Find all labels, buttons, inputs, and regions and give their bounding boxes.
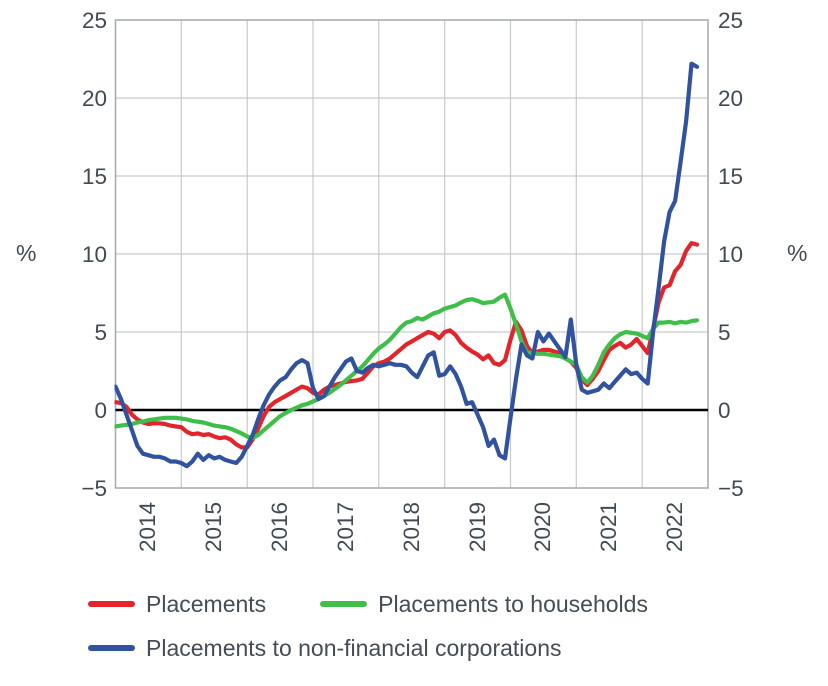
legend-label: Placements (146, 590, 267, 617)
x-axis-tick-label: 2014 (135, 501, 161, 553)
x-axis-tick-label: 2015 (201, 501, 227, 553)
y-axis-tick-label-right: 10 (718, 241, 744, 267)
y-axis-tick-label-right: −5 (718, 475, 744, 501)
x-axis-tick-label: 2022 (662, 501, 688, 553)
y-axis-tick-label-right: 5 (718, 319, 731, 345)
y-axis-tick-label-left: 0 (94, 397, 107, 423)
legend-item: Placements to households (320, 582, 648, 626)
y-axis-tick-label-left: 25 (81, 7, 107, 33)
plot-frame (114, 19, 709, 489)
y-axis-tick-label-left: 20 (81, 85, 107, 111)
y-axis-tick-label-left: 10 (81, 241, 107, 267)
x-axis-tick-label: 2018 (398, 501, 424, 553)
legend-label: Placements to households (378, 590, 648, 617)
series-line-1 (114, 292, 700, 441)
y-axis-unit-label-left: % (16, 240, 37, 266)
legend-item: Placements to non-financial corporations (88, 626, 562, 670)
x-axis-tick-label: 2021 (596, 501, 622, 553)
legend-line-swatch (88, 601, 135, 607)
y-axis-tick-label-left: 5 (94, 319, 107, 345)
y-axis-tick-label-right: 0 (718, 397, 731, 423)
x-axis-tick-label: 2019 (464, 501, 490, 553)
series-line-0 (114, 241, 700, 450)
y-axis-tick-label-left: 15 (81, 163, 107, 189)
series-line-2 (114, 61, 700, 469)
y-axis-tick-label-left: −5 (81, 475, 107, 501)
legend-line-swatch (320, 601, 368, 607)
legend-item: Placements (88, 582, 266, 626)
x-axis-tick-label: 2017 (332, 501, 358, 553)
legend: Placements Placements to households Placem… (88, 582, 782, 670)
y-axis-tick-label-right: 20 (718, 85, 744, 111)
x-axis-tick-label: 2016 (267, 501, 293, 553)
legend-line-swatch (88, 645, 135, 651)
y-axis-tick-label-right: 15 (718, 163, 744, 189)
y-axis-unit-label-right: % (787, 240, 808, 266)
y-axis-tick-label-right: 25 (718, 7, 744, 33)
legend-label: Placements to non-financial corporations (146, 634, 562, 661)
x-axis-tick-label: 2020 (530, 501, 556, 553)
